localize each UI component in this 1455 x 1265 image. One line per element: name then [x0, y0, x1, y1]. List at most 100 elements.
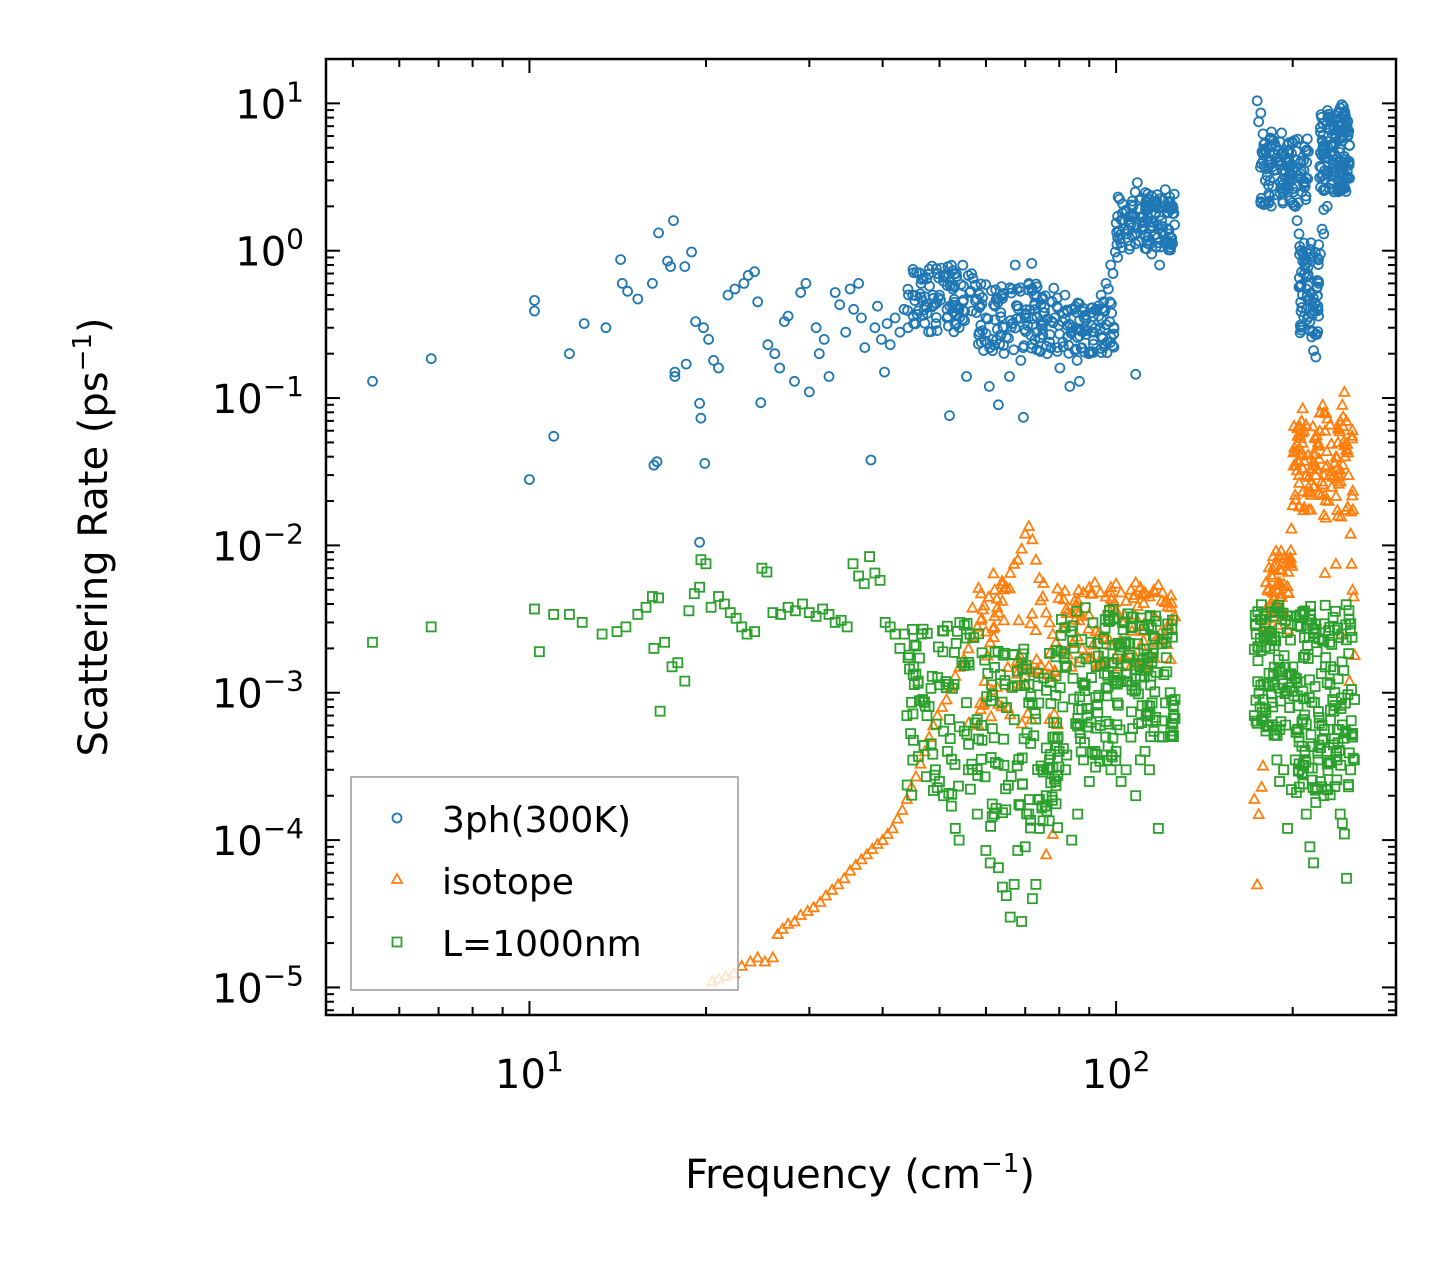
series-0-point-577 — [1302, 256, 1313, 268]
series-1-point-71 — [1127, 591, 1141, 603]
series-0-point-832 — [1031, 326, 1042, 338]
series-2-point-770 — [1297, 768, 1309, 780]
series-0-point-942 — [1338, 101, 1349, 112]
series-2-point-626 — [1345, 625, 1356, 636]
series-1-point-385 — [1036, 589, 1050, 602]
series-2-point-444 — [1267, 676, 1279, 688]
series-0-point-927 — [1313, 277, 1325, 289]
series-2-point-25 — [948, 678, 960, 690]
series-2-point-1 — [905, 728, 917, 739]
series-0-point-791 — [898, 303, 910, 315]
series-0-point-826 — [1015, 354, 1027, 366]
series-0-point-489 — [1299, 141, 1310, 153]
series-2-point-188 — [982, 668, 994, 679]
series-2-point-193 — [1039, 800, 1051, 812]
series-2-point-747 — [1125, 731, 1137, 743]
series-0-point-831 — [1028, 289, 1040, 301]
series-0-point-741 — [669, 371, 681, 382]
series-2-point-458 — [1260, 704, 1271, 715]
series-0-point-845 — [1064, 380, 1076, 392]
series-0-point-887 — [1158, 194, 1169, 206]
series-0-point-474 — [1260, 198, 1271, 210]
series-0-point-278 — [1097, 332, 1109, 344]
series-2-point-785 — [1341, 872, 1352, 884]
series-0-point-750 — [698, 322, 709, 334]
series-2-point-336 — [1160, 636, 1172, 648]
series-0-point-777 — [844, 283, 856, 295]
series-2-point-277 — [1093, 689, 1105, 701]
series-0-point-730 — [616, 277, 628, 289]
series-1-point-406 — [1138, 585, 1152, 598]
series-2-point-169 — [985, 752, 997, 763]
series-2-point-82 — [937, 646, 949, 658]
series-2-point-57 — [908, 639, 920, 651]
series-2-point-288 — [1071, 605, 1083, 617]
series-0-point-762 — [769, 348, 781, 360]
series-2-point-71 — [944, 714, 955, 725]
series-0-point-781 — [859, 342, 871, 354]
series-0-point-922 — [1304, 316, 1316, 328]
series-0-point-755 — [729, 283, 741, 295]
series-0-point-891 — [1165, 239, 1177, 251]
series-0-point-849 — [1074, 375, 1085, 387]
series-2-point-242 — [1056, 614, 1067, 625]
series-1-point-366 — [961, 641, 975, 654]
series-1-point-231 — [1292, 476, 1306, 488]
series-1-point-401 — [1114, 585, 1128, 598]
series-0-point-825 — [1012, 300, 1024, 312]
series-2-point-397 — [1133, 718, 1144, 730]
series-2-point-281 — [1079, 685, 1091, 696]
series-0-point-726 — [564, 348, 575, 360]
series-2-point-631 — [1316, 734, 1328, 746]
series-1-point-425 — [1277, 576, 1291, 589]
series-2-point-776 — [1315, 776, 1326, 787]
series-2-point-674 — [761, 566, 773, 578]
series-0-point-226 — [1063, 347, 1075, 359]
series-0-point-882 — [1148, 197, 1160, 209]
series-2-point-646 — [576, 617, 588, 628]
series-2-point-162 — [999, 647, 1011, 659]
series-1-point-429 — [1292, 468, 1306, 481]
series-1-point-5 — [1025, 606, 1039, 619]
series-1-point-411 — [1160, 594, 1174, 606]
series-1-point-48 — [974, 702, 988, 715]
series-2-point-80 — [931, 782, 943, 794]
series-1-point-290 — [1333, 462, 1347, 475]
series-2-point-12 — [961, 618, 973, 629]
series-1-point-415 — [1046, 827, 1060, 839]
series-0-point-370 — [1112, 191, 1124, 203]
series-0-point-837 — [1044, 336, 1055, 348]
series-1-point-442 — [1320, 458, 1334, 471]
series-2-point-266 — [1076, 703, 1088, 715]
series-0-point-914 — [1289, 200, 1301, 212]
series-1-point-233 — [1346, 483, 1360, 496]
series-2-point-497 — [1340, 599, 1352, 611]
series-2-point-284 — [1092, 707, 1104, 718]
series-2-point-161 — [1017, 778, 1028, 790]
series-2-point-654 — [648, 643, 660, 654]
series-0-point-13 — [966, 268, 977, 280]
series-0-point-900 — [1261, 142, 1273, 154]
series-1-point-458 — [1318, 566, 1332, 578]
series-1-point-53 — [1042, 659, 1056, 671]
series-2-point-664 — [700, 558, 712, 570]
series-1-point-340 — [837, 871, 851, 884]
series-2-point-647 — [596, 628, 608, 640]
series-1-point-439 — [1313, 405, 1327, 418]
series-2-point-52 — [940, 682, 952, 694]
series-2-point-95 — [1024, 794, 1035, 805]
series-0-point-269 — [1059, 313, 1071, 325]
series-2-point-755 — [1169, 694, 1181, 705]
series-2-point-21 — [979, 654, 991, 666]
series-0-point-73 — [969, 279, 981, 291]
series-2-point-704 — [930, 764, 941, 776]
series-1-point-46 — [1001, 660, 1015, 672]
series-0-point-915 — [1291, 215, 1303, 227]
series-2-point-633 — [1328, 733, 1340, 745]
series-2-point-263 — [1070, 718, 1082, 729]
series-2-point-787 — [1345, 764, 1356, 776]
series-1-point-436 — [1306, 479, 1321, 492]
series-0-point-745 — [694, 397, 705, 409]
series-2-point-197 — [1013, 799, 1025, 810]
